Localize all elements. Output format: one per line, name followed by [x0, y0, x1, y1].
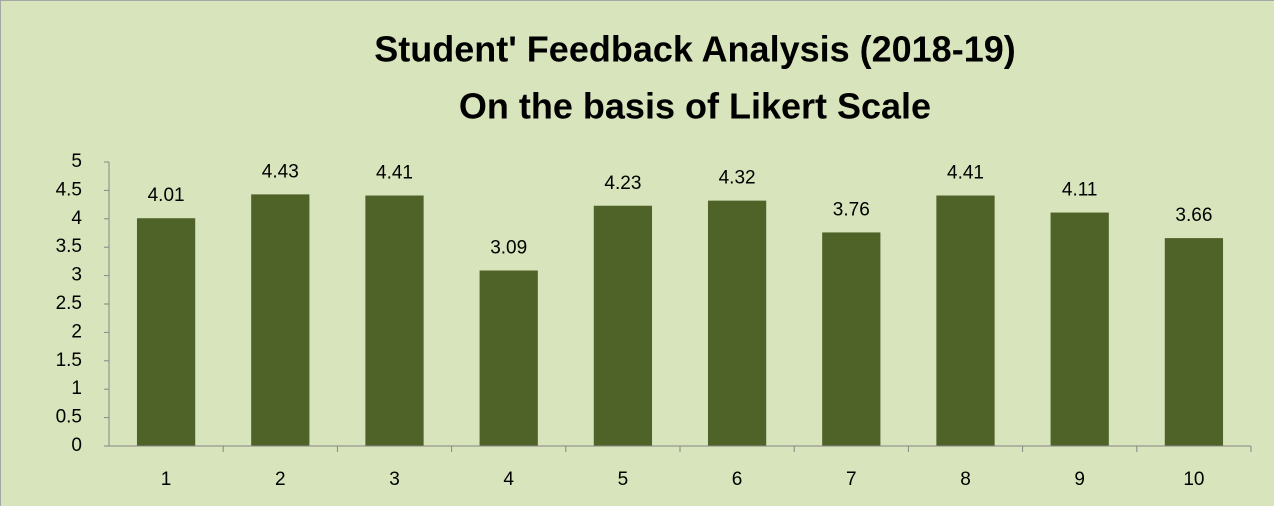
x-tick-label: 5: [618, 469, 629, 490]
y-tick-label: 4: [71, 208, 82, 229]
y-tick-label: 3: [71, 265, 82, 286]
chart-subtitle: On the basis of Likert Scale: [459, 86, 931, 127]
data-label: 4.43: [262, 161, 299, 182]
bar: [1164, 238, 1224, 446]
y-tick-label: 1.5: [56, 350, 82, 371]
y-tick-label: 0: [71, 435, 82, 456]
bar: [136, 218, 196, 446]
data-label: 3.66: [1175, 205, 1212, 226]
bar: [593, 205, 653, 446]
bar: [707, 200, 767, 446]
y-tick-label: 2: [71, 321, 82, 342]
y-tick-label: 0.5: [56, 407, 82, 428]
data-label: 4.41: [947, 163, 984, 184]
bar: [479, 270, 538, 446]
x-tick-label: 3: [389, 469, 400, 490]
chart-title: Student' Feedback Analysis (2018-19): [374, 29, 1015, 70]
x-tick-label: 4: [503, 469, 514, 490]
x-tick-label: 9: [1074, 469, 1085, 490]
bar: [1050, 212, 1109, 446]
bar: [365, 195, 424, 446]
bar: [936, 195, 995, 446]
x-tick-label: 2: [275, 469, 286, 490]
x-tick-label: 6: [732, 469, 743, 490]
bar: [822, 232, 881, 446]
bar: [251, 194, 310, 446]
data-label: 4.41: [376, 163, 413, 184]
x-tick-label: 7: [846, 469, 857, 490]
data-label: 3.09: [490, 238, 527, 259]
data-label: 4.32: [719, 168, 756, 189]
y-tick-label: 1: [71, 378, 82, 399]
y-tick-label: 4.5: [56, 179, 82, 200]
x-tick-label: 1: [161, 469, 172, 490]
x-tick-label: 8: [960, 469, 971, 490]
data-label: 4.01: [148, 185, 185, 206]
y-tick-label: 3.5: [56, 236, 82, 257]
x-tick-label: 10: [1183, 469, 1204, 490]
y-tick-label: 2.5: [56, 293, 82, 314]
data-label: 4.23: [604, 173, 641, 194]
data-label: 3.76: [833, 199, 870, 220]
y-tick-label: 5: [71, 151, 82, 172]
data-label: 4.11: [1062, 180, 1098, 201]
